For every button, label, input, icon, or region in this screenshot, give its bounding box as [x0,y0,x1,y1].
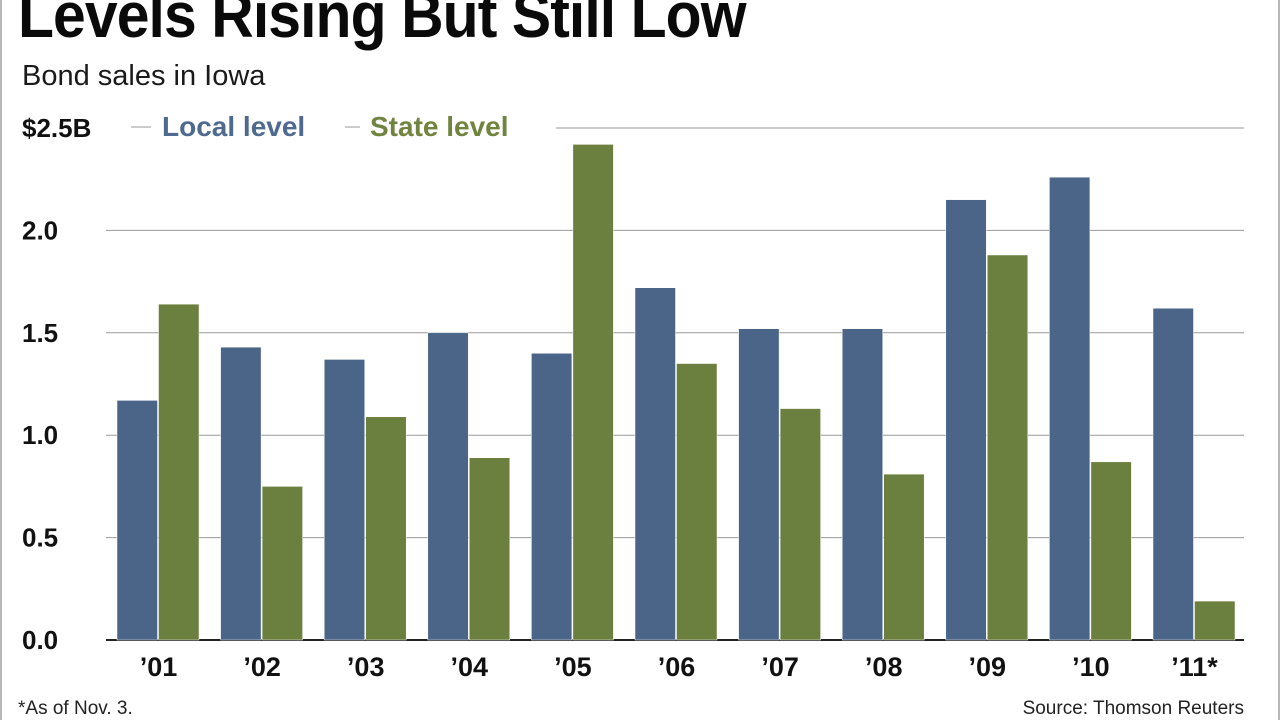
bar-state-10 [1194,600,1236,641]
bar-state-8 [987,254,1029,641]
chart-title: Levels Rising But Still Low [18,0,747,51]
left-border [0,0,2,720]
x-tick-label: ’07 [761,652,799,682]
bar-state-3 [469,457,511,641]
bar-local-3 [427,332,469,641]
bar-local-10 [1152,307,1194,641]
bar-state-4 [572,144,614,641]
x-axis-ticks: ’01 ’02 ’03 ’04 ’05 ’06 ’07 ’08 ’09 ’10 ’11* [140,652,1219,682]
bar-chart: 0.00.51.01.52.0$2.5B ’01’02’03’04’05’06’… [22,111,1244,682]
x-tick-label: ’11* [1171,652,1218,682]
y-tick-label: 2.0 [22,215,58,245]
x-tick-label: ’06 [658,652,696,682]
bar-local-0 [116,400,158,641]
footnote: *As of Nov. 3. [18,698,133,719]
bar-local-8 [945,199,987,641]
bar-state-0 [158,303,200,641]
source-credit: Source: Thomson Reuters [1022,698,1244,719]
bar-local-9 [1049,176,1091,641]
x-tick-label: ’10 [1072,652,1110,682]
bars [116,144,1236,641]
x-tick-label: ’02 [243,652,281,682]
x-tick-label: ’03 [347,652,385,682]
x-tick-label: ’01 [140,652,178,682]
bar-local-1 [220,346,262,641]
x-tick-label: ’08 [865,652,903,682]
bar-state-9 [1090,461,1132,641]
y-tick-label: 1.0 [22,420,58,450]
x-tick-label: ’05 [554,652,592,682]
y-tick-label: $2.5B [22,113,91,143]
bar-local-5 [634,287,676,641]
bar-local-4 [531,353,573,641]
y-axis-ticks: 0.0 0.5 1.0 1.5 2.0 $2.5B [22,113,91,655]
bar-state-7 [883,473,925,641]
bar-state-5 [676,363,718,641]
y-tick-label: 1.5 [22,318,58,348]
bar-state-6 [779,408,821,641]
legend-state-level: State level [370,111,509,142]
legend: Local level State level [131,111,509,142]
legend-local-level: Local level [162,111,305,142]
bar-local-7 [841,328,883,641]
right-border [1278,0,1280,720]
bar-local-2 [323,359,365,641]
bar-state-2 [365,416,407,641]
chart-subtitle: Bond sales in Iowa [22,60,266,92]
y-tick-label: 0.0 [22,625,58,655]
y-tick-label: 0.5 [22,523,58,553]
x-tick-label: ’04 [451,652,489,682]
bar-state-1 [261,486,303,641]
x-tick-label: ’09 [969,652,1007,682]
bar-local-6 [738,328,780,641]
